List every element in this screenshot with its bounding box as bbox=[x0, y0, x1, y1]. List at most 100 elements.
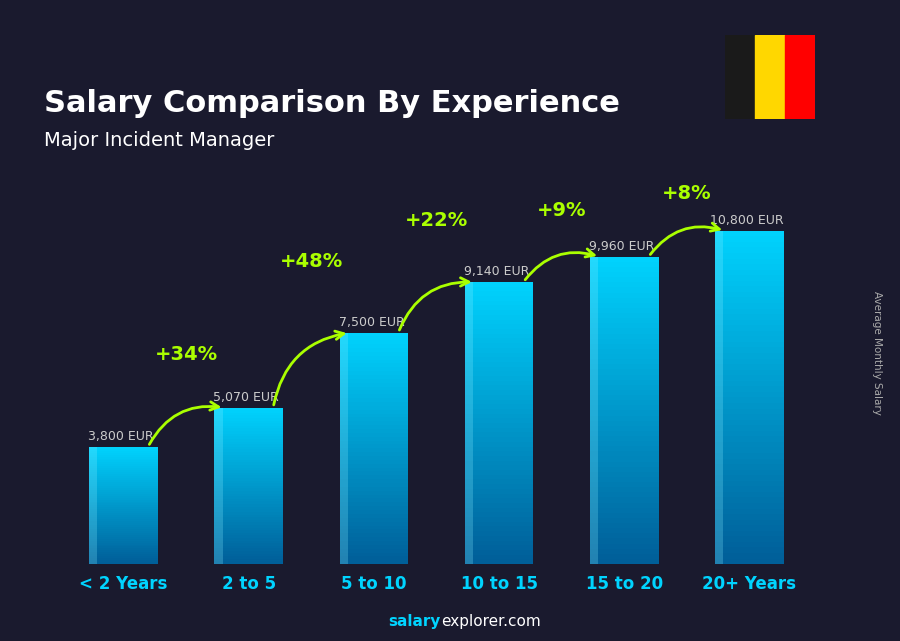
Bar bbox=[214, 512, 284, 515]
Bar bbox=[214, 465, 284, 467]
Bar bbox=[339, 337, 409, 340]
Bar bbox=[715, 287, 784, 292]
Bar bbox=[464, 282, 534, 287]
Bar bbox=[339, 529, 409, 533]
Bar bbox=[339, 553, 409, 556]
Bar bbox=[590, 303, 659, 308]
Bar bbox=[214, 408, 222, 564]
Bar bbox=[590, 344, 659, 349]
Bar bbox=[464, 451, 534, 456]
Bar bbox=[214, 522, 284, 525]
Bar bbox=[214, 551, 284, 554]
Text: 9,960 EUR: 9,960 EUR bbox=[589, 240, 654, 253]
Bar bbox=[339, 375, 409, 379]
Bar bbox=[464, 404, 534, 409]
Bar bbox=[339, 348, 409, 352]
Bar bbox=[214, 504, 284, 506]
Bar bbox=[214, 442, 284, 444]
Bar bbox=[89, 529, 158, 531]
Bar bbox=[590, 492, 659, 497]
Bar bbox=[89, 467, 158, 469]
Text: Average Monthly Salary: Average Monthly Salary bbox=[872, 290, 883, 415]
Bar bbox=[89, 506, 158, 508]
Bar bbox=[89, 460, 158, 462]
Bar bbox=[464, 395, 534, 399]
Bar bbox=[464, 287, 534, 292]
Text: +22%: +22% bbox=[405, 210, 468, 229]
Bar bbox=[464, 353, 534, 357]
Bar bbox=[715, 503, 784, 508]
Bar bbox=[339, 387, 409, 390]
Bar bbox=[715, 387, 784, 392]
Bar bbox=[464, 442, 534, 447]
Bar bbox=[339, 533, 409, 537]
Bar bbox=[715, 247, 784, 253]
Bar bbox=[89, 470, 158, 472]
Bar bbox=[754, 35, 785, 119]
Bar bbox=[715, 558, 784, 564]
Bar bbox=[715, 470, 784, 475]
Bar bbox=[464, 447, 534, 451]
Bar bbox=[214, 449, 284, 452]
Bar bbox=[89, 492, 158, 494]
Bar bbox=[715, 525, 784, 531]
Bar bbox=[715, 270, 784, 275]
Bar bbox=[339, 506, 409, 510]
Bar bbox=[214, 457, 284, 460]
Bar bbox=[89, 464, 158, 467]
Bar bbox=[89, 469, 158, 470]
Bar bbox=[214, 501, 284, 504]
Bar bbox=[339, 367, 409, 371]
Bar bbox=[590, 538, 659, 544]
Bar bbox=[715, 392, 784, 397]
Bar bbox=[590, 287, 659, 292]
Bar bbox=[339, 417, 409, 421]
Bar bbox=[89, 531, 158, 533]
Bar bbox=[89, 554, 158, 556]
Bar bbox=[339, 510, 409, 514]
Bar bbox=[89, 456, 158, 458]
Bar bbox=[590, 359, 659, 364]
Bar bbox=[214, 481, 284, 483]
Bar bbox=[214, 478, 284, 481]
Bar bbox=[214, 444, 284, 447]
Bar bbox=[339, 541, 409, 545]
Bar bbox=[590, 436, 659, 441]
Bar bbox=[590, 256, 598, 564]
Bar bbox=[214, 483, 284, 486]
Bar bbox=[590, 487, 659, 492]
Bar bbox=[89, 538, 158, 540]
Bar bbox=[89, 447, 97, 564]
Bar bbox=[715, 342, 784, 347]
Text: +48%: +48% bbox=[280, 252, 343, 271]
Bar bbox=[464, 522, 534, 526]
Bar bbox=[339, 352, 409, 356]
Bar bbox=[785, 35, 814, 119]
Bar bbox=[89, 478, 158, 480]
Bar bbox=[89, 545, 158, 547]
Bar bbox=[590, 328, 659, 333]
Bar bbox=[590, 518, 659, 523]
Bar bbox=[464, 301, 534, 306]
Bar bbox=[339, 479, 409, 483]
Bar bbox=[214, 428, 284, 431]
Bar bbox=[715, 514, 784, 520]
Bar bbox=[590, 451, 659, 456]
Bar bbox=[339, 421, 409, 425]
Bar bbox=[214, 418, 284, 420]
Bar bbox=[715, 237, 784, 242]
Bar bbox=[715, 442, 784, 447]
Bar bbox=[590, 308, 659, 313]
Bar bbox=[464, 554, 534, 560]
Bar bbox=[464, 503, 534, 508]
Bar bbox=[339, 390, 409, 394]
Bar bbox=[590, 400, 659, 405]
Bar bbox=[214, 520, 284, 522]
Bar bbox=[464, 324, 534, 329]
Bar bbox=[464, 385, 534, 390]
Bar bbox=[214, 491, 284, 494]
Bar bbox=[464, 470, 534, 475]
Bar bbox=[339, 410, 409, 413]
Bar bbox=[339, 363, 409, 367]
Bar bbox=[464, 560, 534, 564]
